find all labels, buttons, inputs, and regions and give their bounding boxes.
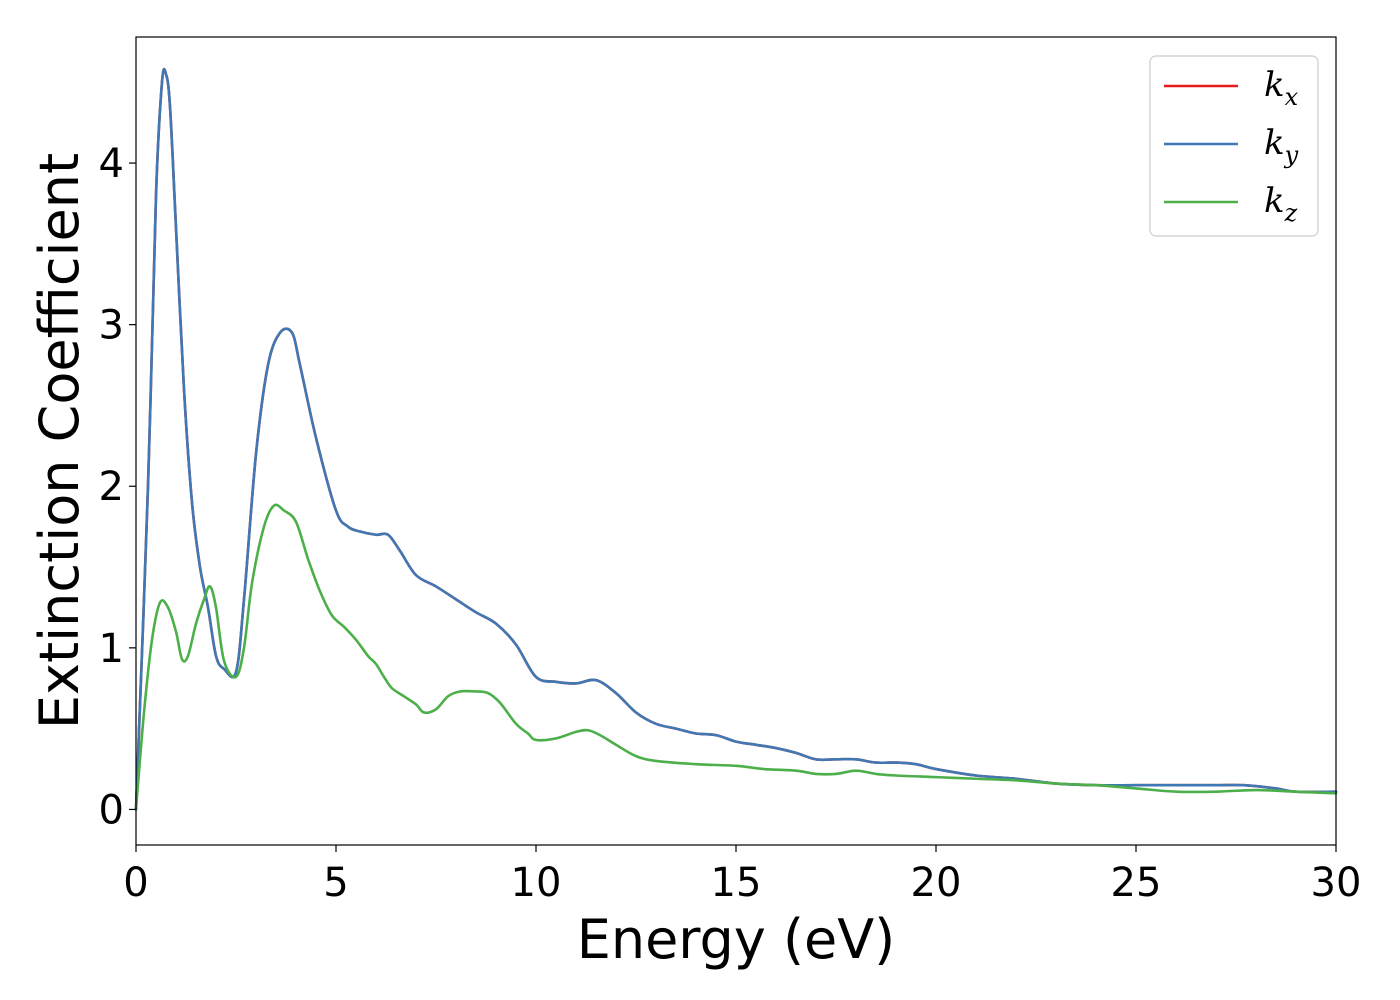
- x-tick-label: 0: [123, 860, 148, 906]
- series-layer: [134, 67, 1338, 811]
- y-tick-label: 4: [99, 141, 124, 187]
- x-axis-title: Energy (eV): [577, 908, 896, 971]
- x-tick-label: 20: [911, 860, 962, 906]
- plot-background: [136, 37, 1336, 845]
- series-line-k-z: [134, 503, 1338, 811]
- legend-label-k-x: kx: [1264, 65, 1299, 111]
- x-tick-label: 25: [1111, 860, 1162, 906]
- y-tick-label: 2: [99, 464, 124, 510]
- x-tick-label: 30: [1311, 860, 1362, 906]
- y-tick-label: 3: [99, 303, 124, 349]
- y-tick-label: 1: [99, 626, 124, 672]
- x-tick-label: 10: [511, 860, 562, 906]
- x-axis-ticks: 0 5 10 15 20 25 30: [123, 845, 1361, 906]
- x-tick-label: 5: [323, 860, 348, 906]
- legend: kx ky kz: [1149, 55, 1319, 237]
- legend-label-k-z: kz: [1264, 181, 1298, 227]
- legend-label-k-y: ky: [1264, 123, 1299, 169]
- legend-box: [1149, 55, 1319, 237]
- series-line-k-y: [134, 67, 1338, 811]
- y-axis-ticks: 0 1 2 3 4: [99, 141, 136, 833]
- y-tick-label: 0: [99, 787, 124, 833]
- x-tick-label: 15: [711, 860, 762, 906]
- y-axis-title: Extinction Coefficient: [28, 153, 91, 729]
